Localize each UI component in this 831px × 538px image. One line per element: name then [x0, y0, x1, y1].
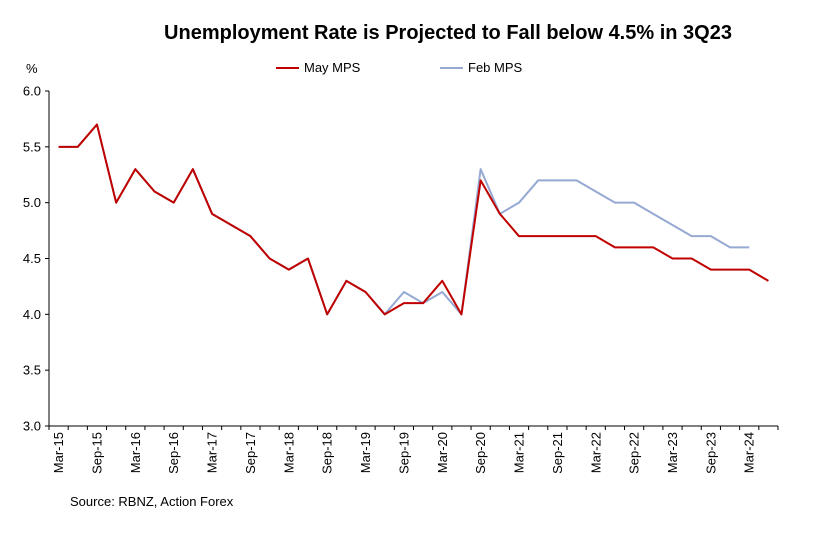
y-axis: 6.0 5.5 5.0 4.5 4.0 3.5 3.0: [23, 84, 49, 434]
x-tick-label: Sep-17: [243, 432, 258, 474]
y-tick-label: 3.5: [23, 363, 41, 378]
x-tick-label: Sep-19: [396, 432, 411, 474]
x-tick-label: Mar-18: [281, 432, 296, 473]
x-tick-label: Mar-21: [512, 432, 527, 473]
x-tick-label: Sep-21: [550, 432, 565, 474]
x-tick-label: Sep-22: [627, 432, 642, 474]
x-axis: Mar-15 Sep-15 Mar-16 Sep-16 Mar-17 Sep-17 Mar-…: [48, 426, 779, 474]
x-tick-label: Mar-15: [51, 432, 66, 473]
y-tick-label: 5.0: [23, 195, 41, 210]
legend-label-may-mps: May MPS: [304, 60, 361, 75]
legend-label-feb-mps: Feb MPS: [468, 60, 523, 75]
x-tick-label: Mar-22: [588, 432, 603, 473]
y-tick-label: 5.5: [23, 139, 41, 154]
x-tick-label: Mar-19: [358, 432, 373, 473]
x-tick-label: Sep-23: [703, 432, 718, 474]
plot-area: [58, 123, 769, 316]
x-tick-label: Mar-23: [665, 432, 680, 473]
y-tick-label: 4.0: [23, 307, 41, 322]
x-tick-label: Mar-16: [128, 432, 143, 473]
chart-title: Unemployment Rate is Projected to Fall b…: [164, 22, 732, 44]
y-tick-label: 3.0: [23, 419, 41, 434]
y-axis-unit: %: [26, 61, 38, 76]
series-line-feb-mps: [58, 123, 750, 316]
source-note: Source: RBNZ, Action Forex: [70, 494, 234, 509]
y-tick-label: 6.0: [23, 84, 41, 99]
x-tick-label: Mar-20: [435, 432, 450, 473]
x-tick-label: Sep-18: [320, 432, 335, 474]
y-tick-label: 4.5: [23, 251, 41, 266]
x-tick-label: Sep-15: [89, 432, 104, 474]
x-tick-label: Mar-17: [205, 432, 220, 473]
series-line-may-mps: [58, 123, 769, 316]
x-tick-label: Sep-16: [166, 432, 181, 474]
legend: May MPS Feb MPS: [276, 60, 523, 75]
x-tick-label: Sep-20: [473, 432, 488, 474]
x-tick-label: Mar-24: [742, 432, 757, 473]
